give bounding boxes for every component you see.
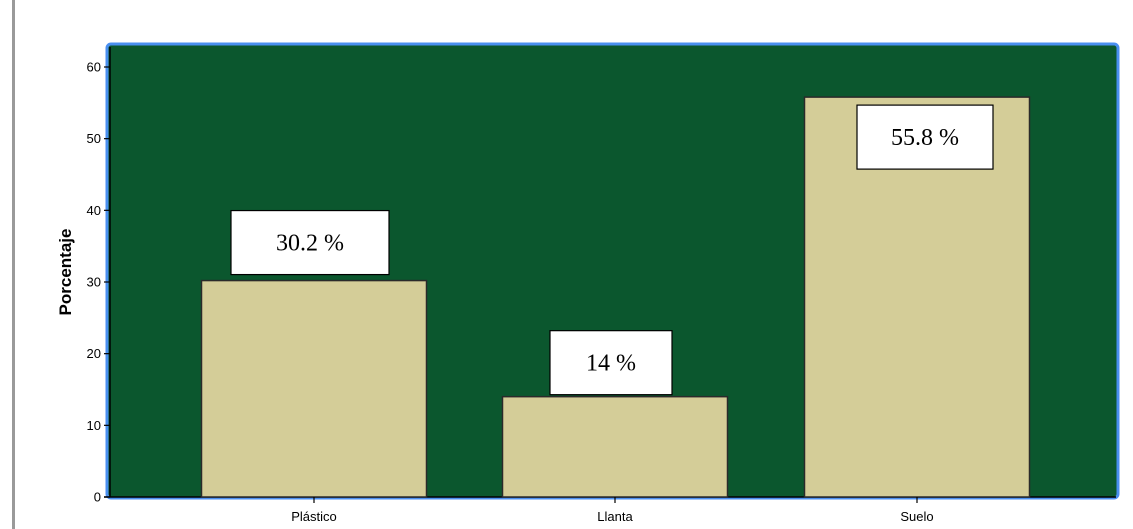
data-label-box — [856, 104, 994, 170]
x-tick-label: Plástico — [291, 509, 337, 524]
y-tick-label: 50 — [87, 131, 101, 146]
bar — [501, 395, 729, 498]
y-tick-label: 20 — [87, 346, 101, 361]
y-tick-label: 30 — [87, 275, 101, 290]
y-tick-label: 40 — [87, 203, 101, 218]
bar — [200, 279, 428, 498]
y-tick-label: 60 — [87, 60, 101, 75]
data-label: 55.8 % — [891, 125, 959, 151]
left-divider — [12, 0, 15, 529]
x-tick-label: Suelo — [900, 509, 933, 524]
data-label: 14 % — [586, 351, 636, 377]
x-tick-label: Llanta — [597, 509, 633, 524]
y-tick-label: 10 — [87, 418, 101, 433]
y-tick-label: 0 — [94, 490, 101, 505]
data-label: 30.2 % — [276, 231, 344, 257]
data-label-box — [549, 330, 673, 396]
data-label-box — [230, 209, 390, 276]
y-axis-title: Porcentaje — [56, 229, 75, 316]
